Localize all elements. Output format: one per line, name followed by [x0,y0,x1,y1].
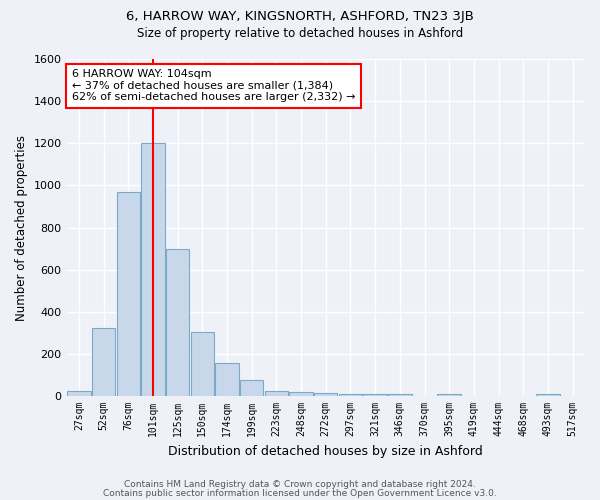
Text: 6, HARROW WAY, KINGSNORTH, ASHFORD, TN23 3JB: 6, HARROW WAY, KINGSNORTH, ASHFORD, TN23… [126,10,474,23]
X-axis label: Distribution of detached houses by size in Ashford: Distribution of detached houses by size … [169,444,483,458]
Bar [437,394,461,396]
Bar [388,394,412,396]
Bar [92,328,115,396]
Bar [240,380,263,396]
Bar [191,332,214,396]
Text: Size of property relative to detached houses in Ashford: Size of property relative to detached ho… [137,28,463,40]
Bar [265,391,288,396]
Bar [289,392,313,396]
Y-axis label: Number of detached properties: Number of detached properties [15,134,28,320]
Text: 6 HARROW WAY: 104sqm
← 37% of detached houses are smaller (1,384)
62% of semi-de: 6 HARROW WAY: 104sqm ← 37% of detached h… [72,69,355,102]
Text: Contains public sector information licensed under the Open Government Licence v3: Contains public sector information licen… [103,488,497,498]
Bar [215,364,239,396]
Bar [141,144,164,396]
Bar [166,248,190,396]
Text: Contains HM Land Registry data © Crown copyright and database right 2024.: Contains HM Land Registry data © Crown c… [124,480,476,489]
Bar [67,391,91,396]
Bar [536,394,560,396]
Bar [364,394,387,396]
Bar [116,192,140,396]
Bar [339,394,362,396]
Bar [314,393,337,396]
